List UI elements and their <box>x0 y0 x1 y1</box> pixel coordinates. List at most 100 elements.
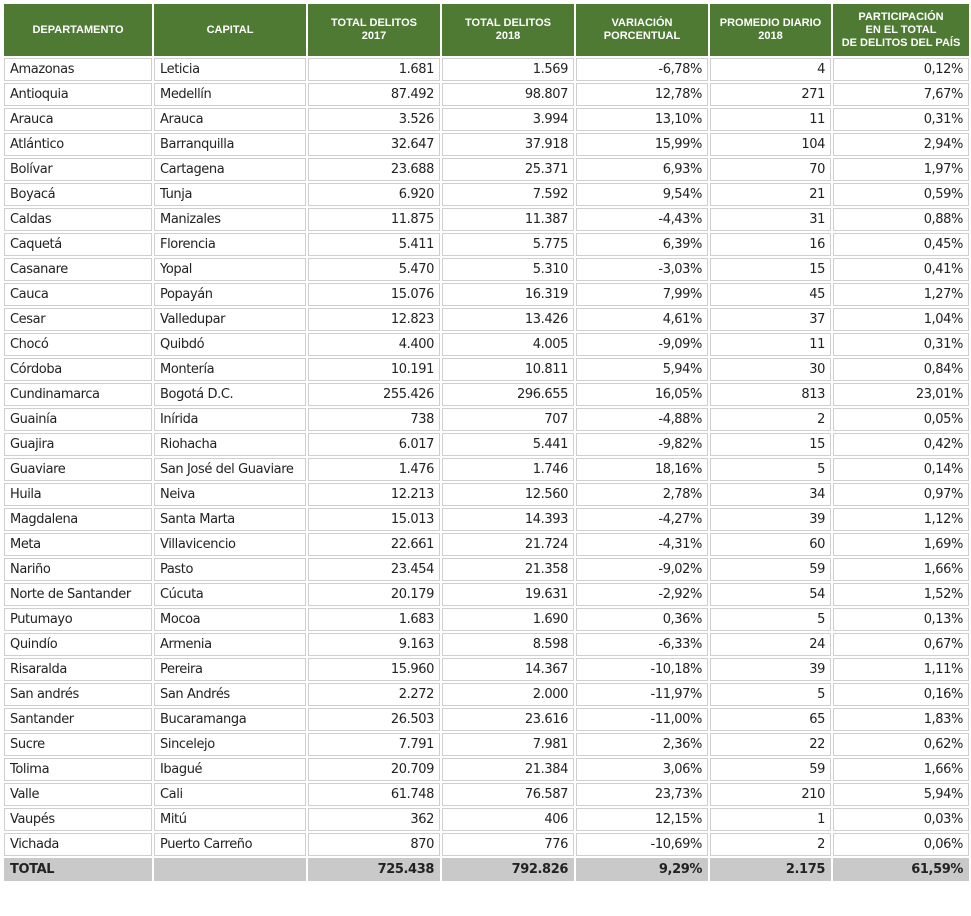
total-2017-cell: 10.191 <box>308 358 440 381</box>
table-row: Valle Cali 61.748 76.587 23,73% 210 5,94% <box>4 783 969 806</box>
promedio-cell: 30 <box>710 358 831 381</box>
variacion-cell: 12,15% <box>576 808 708 831</box>
departamento-cell: Cundinamarca <box>4 383 152 406</box>
total-2017-cell: 2.272 <box>308 683 440 706</box>
crime-statistics-table: DEPARTAMENTO CAPITAL TOTAL DELITOS 2017 … <box>2 2 971 883</box>
total-2017-cell: 6.017 <box>308 433 440 456</box>
table-row: Sucre Sincelejo 7.791 7.981 2,36% 22 0,62% <box>4 733 969 756</box>
total-2018-cell: 12.560 <box>442 483 574 506</box>
total-2017-cell: 7.791 <box>308 733 440 756</box>
capital-cell: Cali <box>154 783 306 806</box>
total-2018-cell: 25.371 <box>442 158 574 181</box>
table-row: Guajira Riohacha 6.017 5.441 -9,82% 15 0,42% <box>4 433 969 456</box>
departamento-cell: Caldas <box>4 208 152 231</box>
total-2018-cell: 37.918 <box>442 133 574 156</box>
table-row: Quindío Armenia 9.163 8.598 -6,33% 24 0,67% <box>4 633 969 656</box>
participacion-cell: 0,03% <box>833 808 969 831</box>
capital-cell: Ibagué <box>154 758 306 781</box>
variacion-cell: -9,02% <box>576 558 708 581</box>
capital-cell: Mitú <box>154 808 306 831</box>
departamento-cell: Caquetá <box>4 233 152 256</box>
total-2017-cell: 15.076 <box>308 283 440 306</box>
variacion-cell: 9,54% <box>576 183 708 206</box>
promedio-cell: 24 <box>710 633 831 656</box>
departamento-cell: Boyacá <box>4 183 152 206</box>
table-row: Caldas Manizales 11.875 11.387 -4,43% 31 0,88% <box>4 208 969 231</box>
total-2018-cell: 1.569 <box>442 58 574 81</box>
table-row: Norte de Santander Cúcuta 20.179 19.631 -2,9… <box>4 583 969 606</box>
departamento-cell: Guaviare <box>4 458 152 481</box>
participacion-cell: 1,83% <box>833 708 969 731</box>
participacion-cell: 0,41% <box>833 258 969 281</box>
total-2018-cell: 11.387 <box>442 208 574 231</box>
participacion-cell: 0,05% <box>833 408 969 431</box>
table-row: Chocó Quibdó 4.400 4.005 -9,09% 11 0,31% <box>4 333 969 356</box>
variacion-cell: 23,73% <box>576 783 708 806</box>
variacion-cell: 13,10% <box>576 108 708 131</box>
header-departamento: DEPARTAMENTO <box>4 4 152 56</box>
participacion-cell: 0,88% <box>833 208 969 231</box>
variacion-cell: 4,61% <box>576 308 708 331</box>
promedio-cell: 34 <box>710 483 831 506</box>
header-promedio-diario-2018: PROMEDIO DIARIO 2018 <box>710 4 831 56</box>
participacion-cell: 1,66% <box>833 558 969 581</box>
variacion-cell: 18,16% <box>576 458 708 481</box>
capital-cell: Manizales <box>154 208 306 231</box>
variacion-cell: -6,78% <box>576 58 708 81</box>
departamento-cell: Tolima <box>4 758 152 781</box>
table-row: Cundinamarca Bogotá D.C. 255.426 296.655 16,… <box>4 383 969 406</box>
departamento-cell: Vaupés <box>4 808 152 831</box>
participacion-cell: 1,69% <box>833 533 969 556</box>
departamento-cell: Norte de Santander <box>4 583 152 606</box>
total-2017-cell: 5.411 <box>308 233 440 256</box>
total-2017-cell: 738 <box>308 408 440 431</box>
total-2017-cell: 6.920 <box>308 183 440 206</box>
participacion-cell: 0,45% <box>833 233 969 256</box>
capital-cell: Quibdó <box>154 333 306 356</box>
total-2018-cell: 10.811 <box>442 358 574 381</box>
capital-cell: Pasto <box>154 558 306 581</box>
header-total-delitos-2017: TOTAL DELITOS 2017 <box>308 4 440 56</box>
capital-cell: Montería <box>154 358 306 381</box>
capital-cell: Inírida <box>154 408 306 431</box>
promedio-cell: 11 <box>710 333 831 356</box>
participacion-cell: 0,14% <box>833 458 969 481</box>
variacion-cell: -11,97% <box>576 683 708 706</box>
departamento-cell: Chocó <box>4 333 152 356</box>
departamento-cell: Cauca <box>4 283 152 306</box>
capital-cell: Arauca <box>154 108 306 131</box>
table-row: Boyacá Tunja 6.920 7.592 9,54% 21 0,59% <box>4 183 969 206</box>
total-2018-cell: 7.981 <box>442 733 574 756</box>
participacion-cell: 0,16% <box>833 683 969 706</box>
variacion-cell: 15,99% <box>576 133 708 156</box>
capital-cell: Villavicencio <box>154 533 306 556</box>
total-2017-cell: 61.748 <box>308 783 440 806</box>
table-body: Amazonas Leticia 1.681 1.569 -6,78% 4 0,12% Ant… <box>4 58 969 856</box>
variacion-cell: -3,03% <box>576 258 708 281</box>
departamento-cell: Risaralda <box>4 658 152 681</box>
promedio-cell: 60 <box>710 533 831 556</box>
promedio-cell: 104 <box>710 133 831 156</box>
capital-cell: Neiva <box>154 483 306 506</box>
capital-cell: Pereira <box>154 658 306 681</box>
table-row: Santander Bucaramanga 26.503 23.616 -11,00% 6… <box>4 708 969 731</box>
capital-cell: Puerto Carreño <box>154 833 306 856</box>
promedio-cell: 16 <box>710 233 831 256</box>
total-2018-cell: 13.426 <box>442 308 574 331</box>
capital-cell: Popayán <box>154 283 306 306</box>
total-2017-cell: 20.179 <box>308 583 440 606</box>
header-total-delitos-2018: TOTAL DELITOS 2018 <box>442 4 574 56</box>
variacion-cell: -10,18% <box>576 658 708 681</box>
capital-cell: San José del Guaviare <box>154 458 306 481</box>
promedio-cell: 39 <box>710 508 831 531</box>
promedio-cell: 59 <box>710 558 831 581</box>
participacion-cell: 0,13% <box>833 608 969 631</box>
capital-cell: Tunja <box>154 183 306 206</box>
participacion-cell: 1,27% <box>833 283 969 306</box>
departamento-cell: Santander <box>4 708 152 731</box>
variacion-cell: -10,69% <box>576 833 708 856</box>
participacion-cell: 0,31% <box>833 108 969 131</box>
promedio-cell: 271 <box>710 83 831 106</box>
table-row: Nariño Pasto 23.454 21.358 -9,02% 59 1,66% <box>4 558 969 581</box>
participacion-cell: 0,31% <box>833 333 969 356</box>
